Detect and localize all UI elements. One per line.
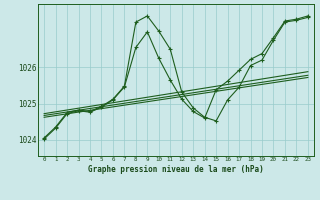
X-axis label: Graphe pression niveau de la mer (hPa): Graphe pression niveau de la mer (hPa) <box>88 165 264 174</box>
